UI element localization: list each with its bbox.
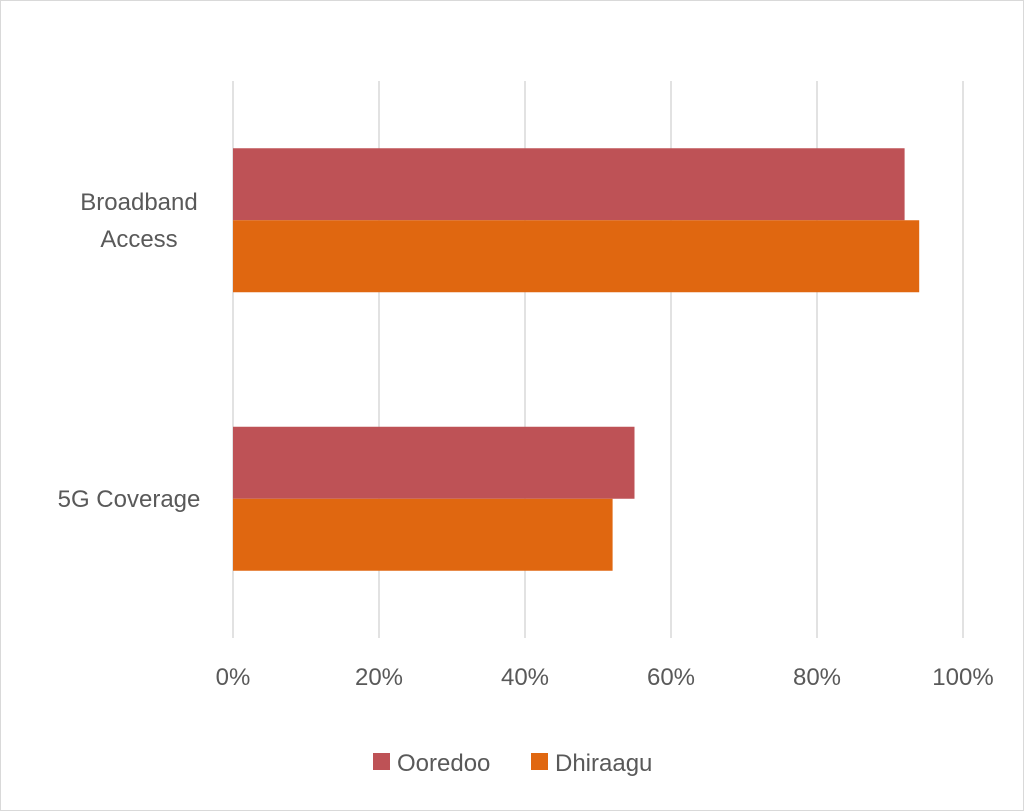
legend-swatch-ooredoo [373,753,390,770]
legend-swatch-dhiraagu [531,753,548,770]
x-tick-label: 0% [216,664,251,691]
x-tick-label: 80% [793,664,841,691]
legend-label-dhiraagu: Dhiraagu [555,750,652,777]
bar-ooredoo [233,148,905,221]
bar-dhiraagu [233,220,920,293]
x-tick-label: 60% [647,664,695,691]
x-axis-tick-labels: 0% 20% 40% 60% 80% 100% [216,664,994,691]
category-labels: Broadband Access 5G Coverage [58,189,201,513]
x-tick-label: 40% [501,664,549,691]
legend-label-ooredoo: Ooredoo [397,750,490,777]
legend: Ooredoo Dhiraagu [373,750,652,777]
bar-dhiraagu [233,498,613,571]
bar-ooredoo [233,426,635,499]
category-label-line: 5G Coverage [58,486,201,513]
category-label-line: Access [100,226,177,253]
bars [233,148,920,571]
category-label: 5G Coverage [58,486,201,513]
category-label-line: Broadband [80,189,197,216]
x-tick-label: 100% [932,664,993,691]
x-tick-label: 20% [355,664,403,691]
category-label: Broadband Access [80,189,197,253]
